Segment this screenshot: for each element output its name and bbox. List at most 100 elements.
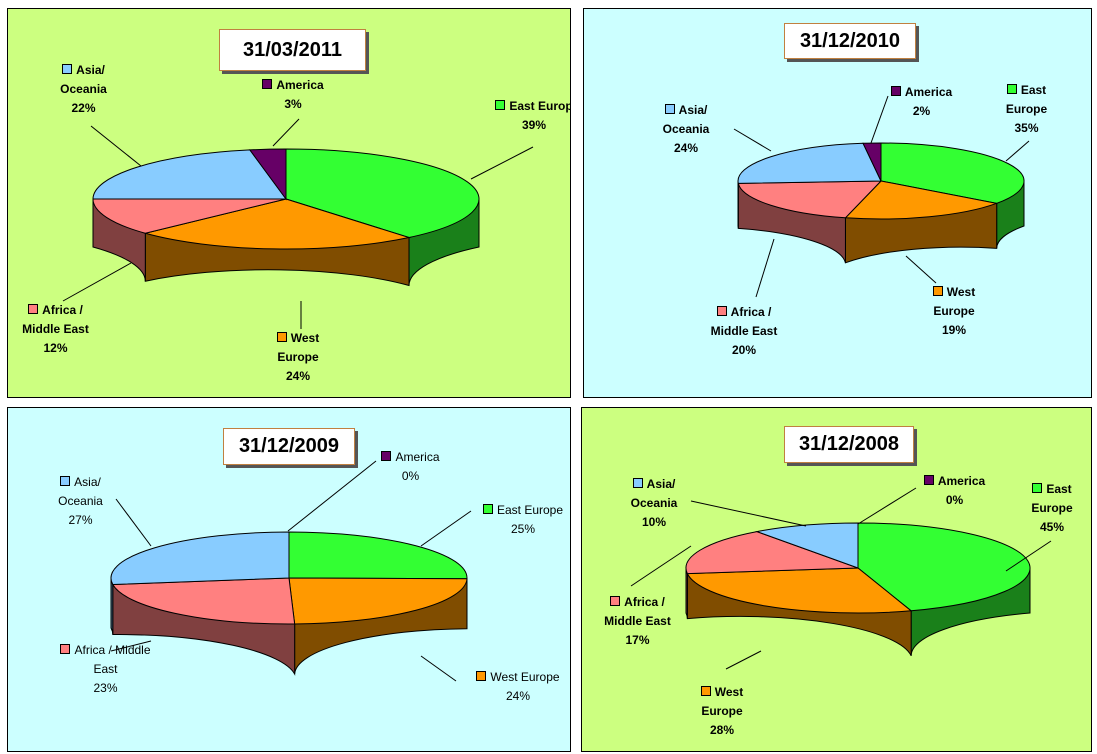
category-name: America xyxy=(395,450,440,464)
legend-swatch xyxy=(28,304,39,314)
category-name: Asia/ Oceania xyxy=(662,103,710,136)
chart-panel: East Europe 25% West Europe 24% Africa / Mid… xyxy=(7,407,571,752)
category-name: West Europe xyxy=(933,285,976,318)
chart-title: 31/12/2008 xyxy=(784,426,914,463)
slice-label: Asia/ Oceania 10% xyxy=(614,475,694,532)
slice-label: West Europe 19% xyxy=(919,283,989,340)
slice-label: America 0% xyxy=(917,472,992,510)
percent-label: 22% xyxy=(71,101,96,115)
leader-line xyxy=(1005,540,1052,572)
legend-swatch xyxy=(716,306,727,316)
leader-line xyxy=(755,238,775,298)
legend-swatch xyxy=(62,64,73,74)
chart xyxy=(62,118,534,329)
category-name: America xyxy=(904,85,953,99)
leader-line xyxy=(90,125,142,167)
pie-slice xyxy=(288,577,468,625)
pie-slice xyxy=(285,148,480,239)
percent-label: 27% xyxy=(68,513,93,527)
percent-label: 28% xyxy=(709,723,735,737)
leader-line xyxy=(857,487,917,525)
percent-label: 10% xyxy=(641,515,667,529)
leader-line xyxy=(690,500,807,527)
percent-label: 2% xyxy=(912,104,931,118)
percent-label: 45% xyxy=(1039,520,1065,534)
slice-label: West Europe 28% xyxy=(687,683,757,740)
slice-label: East Europe 25% xyxy=(468,501,570,539)
legend-swatch xyxy=(664,104,675,114)
slice-label: America 0% xyxy=(373,448,448,486)
pie-slice xyxy=(857,522,1031,612)
leader-line xyxy=(733,128,772,152)
leader-line xyxy=(725,650,762,670)
category-name: West Europe xyxy=(490,670,560,684)
chart-title: 31/03/2011 xyxy=(219,29,366,71)
slice-label: West Europe 24% xyxy=(463,668,570,706)
percent-label: 0% xyxy=(401,469,420,483)
chart xyxy=(733,95,1030,298)
category-name: West Europe xyxy=(277,331,320,364)
leader-line xyxy=(115,498,152,547)
pie-slice xyxy=(685,531,859,575)
chart-panel: East Europe 45% West Europe 28% Africa / Mid… xyxy=(581,407,1092,752)
pie-slice xyxy=(92,198,287,234)
legend-swatch xyxy=(1032,483,1043,493)
pie-slice xyxy=(111,577,296,625)
leader-line xyxy=(110,640,152,652)
legend-swatch xyxy=(890,86,901,96)
percent-label: 35% xyxy=(1014,121,1039,135)
pie-side xyxy=(685,567,688,619)
chart-panel: East Europ 39% West Europe 24% Africa / Midd… xyxy=(7,8,571,398)
percent-label: 24% xyxy=(505,689,531,703)
pie-slice xyxy=(288,531,468,580)
slice-label: Asia/ Oceania 22% xyxy=(41,61,126,118)
legend-swatch xyxy=(476,671,487,681)
leader-line xyxy=(630,545,692,587)
slice-label: West Europe 24% xyxy=(263,329,333,386)
percent-label: 24% xyxy=(673,141,699,155)
pie-slice xyxy=(92,149,287,200)
category-name: Asia/ Oceania xyxy=(58,475,103,508)
chart xyxy=(110,460,472,682)
percent-label: 19% xyxy=(941,323,967,337)
chart xyxy=(630,487,1052,670)
category-name: Africa / Middle East xyxy=(22,303,89,336)
slice-label: America 2% xyxy=(884,83,959,121)
legend-swatch xyxy=(932,286,943,296)
percent-label: 25% xyxy=(510,522,536,536)
category-name: East Europe xyxy=(496,503,564,517)
legend-swatch xyxy=(381,451,392,461)
category-name: Asia/ Oceania xyxy=(630,477,678,510)
pie-slice xyxy=(755,522,859,569)
leader-line xyxy=(420,510,472,547)
pie-side xyxy=(110,576,114,635)
percent-label: 3% xyxy=(284,97,302,111)
category-name: East Europe xyxy=(1005,83,1048,116)
pie-slice xyxy=(143,198,411,250)
slice-label: East Europe 45% xyxy=(1017,480,1087,537)
leader-line xyxy=(62,262,132,302)
pie-slice xyxy=(880,142,1025,204)
legend-swatch xyxy=(1006,84,1017,94)
legend-swatch xyxy=(495,100,506,110)
legend-swatch xyxy=(60,644,71,654)
percent-label: 17% xyxy=(625,633,650,647)
slice-label: Asia/ Oceania 24% xyxy=(646,101,726,158)
leader-line xyxy=(870,95,889,144)
category-name: Asia/ Oceania xyxy=(60,63,107,96)
category-name: West Europe xyxy=(701,685,744,718)
pie-slice xyxy=(686,567,913,614)
legend-swatch xyxy=(923,475,934,485)
legend-swatch xyxy=(610,596,621,606)
slice-label: Asia/ Oceania 27% xyxy=(38,473,123,530)
percent-label: 0% xyxy=(945,493,964,507)
category-name: East Europe xyxy=(1031,482,1073,515)
category-name: America xyxy=(937,474,986,488)
percent-label: 12% xyxy=(43,341,68,355)
slice-label: Africa / Middle East 17% xyxy=(590,593,685,650)
leader-line xyxy=(470,146,534,180)
slice-label: Africa / Middle East 23% xyxy=(58,641,153,698)
legend-swatch xyxy=(262,79,273,89)
percent-label: 39% xyxy=(521,118,547,132)
